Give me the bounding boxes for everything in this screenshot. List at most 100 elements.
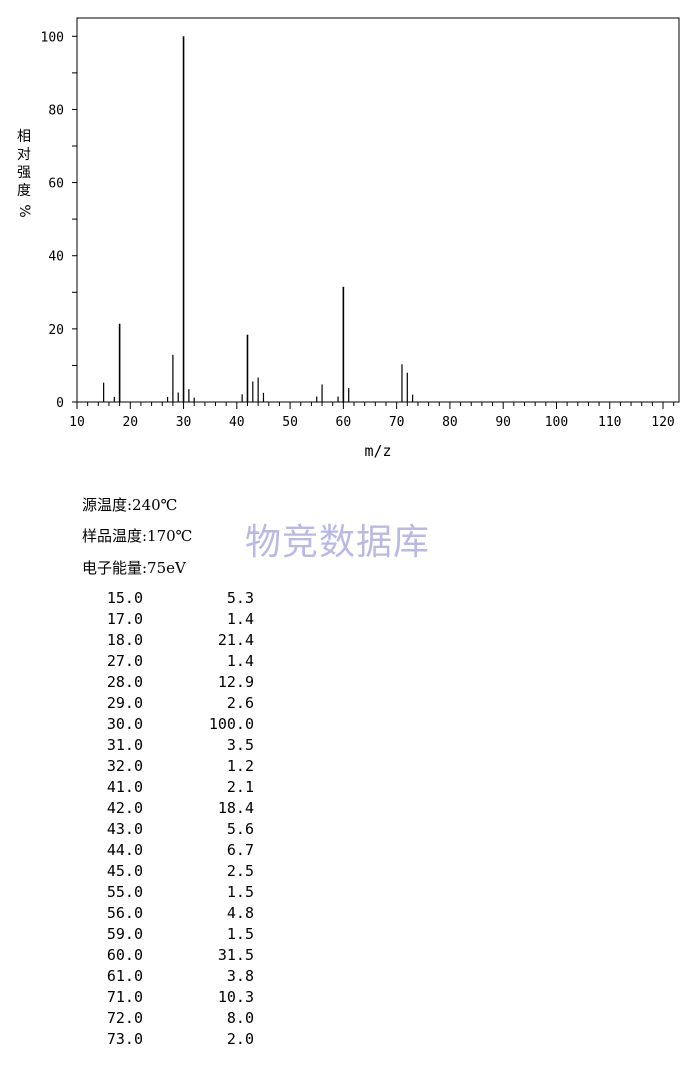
peak-intensity: 4.8	[226, 904, 254, 922]
peak-table: 15.0 5.3 17.0 1.4 18.0 21.4 27.0 1.4 28.0 12.9 29.…	[80, 588, 254, 1050]
x-tick-label: 60	[336, 415, 352, 430]
x-tick-label: 100	[545, 415, 568, 430]
peak-mz: 15.0	[106, 589, 143, 607]
x-tick-label: 40	[229, 415, 245, 430]
peak-intensity: 2.1	[226, 778, 254, 796]
y-axis-label-char: 强	[17, 165, 31, 181]
peak-mz: 17.0	[106, 610, 143, 628]
sample-temperature: 样品温度:170℃	[82, 527, 193, 545]
peak-row: 15.0 5.3	[80, 588, 254, 609]
y-axis-label-char: 对	[17, 147, 31, 163]
peak-mz: 72.0	[106, 1009, 143, 1027]
peak-intensity: 3.8	[226, 967, 254, 985]
y-axis: 0 20 40 60 80 100	[41, 30, 77, 411]
peak-row: 45.0 2.5	[80, 861, 254, 882]
peak-intensity: 1.2	[226, 757, 254, 775]
peak-row: 44.0 6.7	[80, 840, 254, 861]
peak-mz: 45.0	[106, 862, 143, 880]
peak-mz: 31.0	[106, 736, 143, 754]
y-axis-label-char: 相	[17, 129, 31, 145]
x-tick-label: 50	[282, 415, 298, 430]
peak-intensity: 12.9	[217, 673, 254, 691]
plot-frame	[76, 17, 680, 403]
peak-row: 31.0 3.5	[80, 735, 254, 756]
peak-mz: 30.0	[106, 715, 143, 733]
x-tick-label: 20	[122, 415, 138, 430]
peak-intensity: 2.0	[226, 1030, 254, 1048]
x-tick-label: 70	[389, 415, 405, 430]
peak-intensity: 8.0	[226, 1009, 254, 1027]
y-tick-label: 0	[56, 396, 64, 411]
peak-intensity: 18.4	[217, 799, 254, 817]
peak-row: 73.0 2.0	[80, 1029, 254, 1050]
x-tick-label: 110	[598, 415, 621, 430]
peak-intensity: 5.6	[226, 820, 254, 838]
y-axis-label-char: %	[16, 204, 32, 218]
peak-row: 18.0 21.4	[80, 630, 254, 651]
peak-row: 28.0 12.9	[80, 672, 254, 693]
peak-mz: 32.0	[106, 757, 143, 775]
mass-spectrum-chart: 0 20 40 60 80 100 10 20 30 40 50 60 70 80 90 100 110 120…	[41, 17, 680, 460]
x-tick-label: 30	[176, 415, 192, 430]
peak-row: 55.0 1.5	[80, 882, 254, 903]
peak-mz: 59.0	[106, 925, 143, 943]
peak-mz: 27.0	[106, 652, 143, 670]
x-tick-label: 120	[651, 415, 674, 430]
peak-mz: 60.0	[106, 946, 143, 964]
y-tick-label: 100	[41, 30, 64, 45]
peak-row: 71.0 10.3	[80, 987, 254, 1008]
peak-row: 59.0 1.5	[80, 924, 254, 945]
electron-energy: 电子能量:75eV	[82, 559, 186, 577]
x-tick-label: 90	[495, 415, 511, 430]
peak-intensity: 5.3	[226, 589, 254, 607]
peak-mz: 29.0	[106, 694, 143, 712]
x-tick-label: 80	[442, 415, 458, 430]
peak-mz: 42.0	[106, 799, 143, 817]
x-tick-label: 10	[69, 415, 85, 430]
y-tick-label: 20	[48, 323, 64, 338]
peak-mz: 43.0	[106, 820, 143, 838]
peak-row: 30.0 100.0	[80, 714, 254, 735]
peak-intensity: 1.5	[226, 883, 254, 901]
peak-intensity: 31.5	[217, 946, 254, 964]
peak-intensity: 1.5	[226, 925, 254, 943]
peak-intensity: 10.3	[217, 988, 254, 1006]
peak-mz: 28.0	[106, 673, 143, 691]
peak-mz: 73.0	[106, 1030, 143, 1048]
peak-bars	[103, 36, 414, 402]
y-axis-label: 相 对 强 度 %	[14, 128, 34, 220]
peak-mz: 56.0	[106, 904, 143, 922]
peak-row: 56.0 4.8	[80, 903, 254, 924]
peak-intensity: 6.7	[226, 841, 254, 859]
peak-row: 42.0 18.4	[80, 798, 254, 819]
y-axis-label-char: 度	[17, 183, 31, 199]
peak-mz: 18.0	[106, 631, 143, 649]
peak-row: 43.0 5.6	[80, 819, 254, 840]
peak-mz: 41.0	[106, 778, 143, 796]
peak-mz: 61.0	[106, 967, 143, 985]
peak-intensity: 21.4	[217, 631, 254, 649]
peak-intensity: 1.4	[226, 610, 254, 628]
peak-row: 41.0 2.1	[80, 777, 254, 798]
y-tick-label: 40	[48, 250, 64, 265]
peak-intensity: 1.4	[226, 652, 254, 670]
peak-row: 61.0 3.8	[80, 966, 254, 987]
peak-row: 32.0 1.2	[80, 756, 254, 777]
peak-row: 27.0 1.4	[80, 651, 254, 672]
peak-mz: 44.0	[106, 841, 143, 859]
y-tick-label: 80	[48, 103, 64, 118]
peak-row: 17.0 1.4	[80, 609, 254, 630]
peak-intensity: 100.0	[208, 715, 254, 733]
peak-row: 72.0 8.0	[80, 1008, 254, 1029]
peak-row: 60.0 31.5	[80, 945, 254, 966]
peak-mz: 55.0	[106, 883, 143, 901]
peak-intensity: 2.6	[226, 694, 254, 712]
peak-intensity: 3.5	[226, 736, 254, 754]
peak-row: 29.0 2.6	[80, 693, 254, 714]
x-axis-label: m/z	[364, 442, 391, 460]
source-temperature: 源温度:240℃	[82, 496, 178, 514]
y-tick-label: 60	[48, 177, 64, 192]
x-axis: 10 20 30 40 50 60 70 80 90 100 110 120	[69, 402, 675, 430]
peak-intensity: 2.5	[226, 862, 254, 880]
watermark: 物竞数据库	[245, 522, 431, 563]
